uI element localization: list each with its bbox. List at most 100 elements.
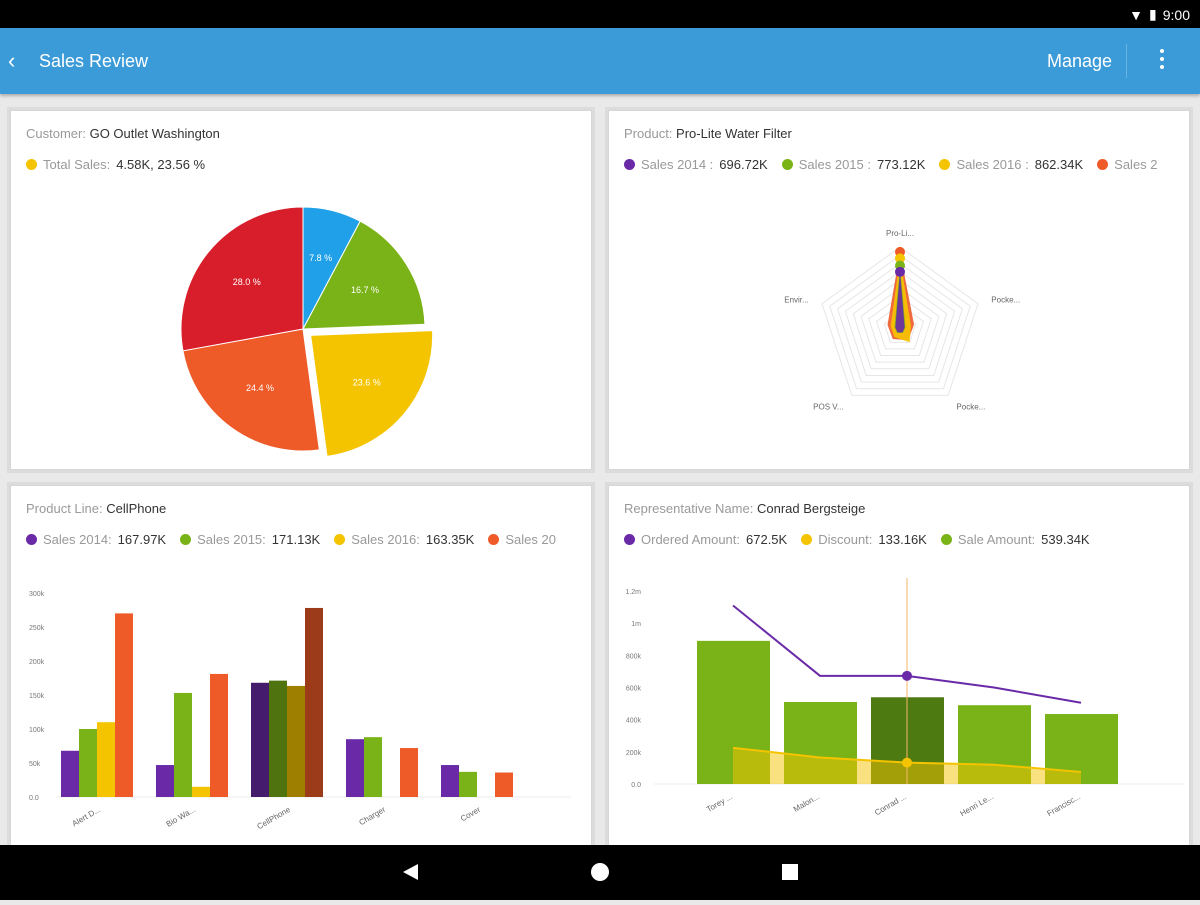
bar[interactable]	[269, 680, 287, 797]
legend-label: Sales 2015 :	[798, 157, 871, 172]
combo-card[interactable]: Representative Name: Conrad Bergsteige O…	[608, 485, 1190, 855]
bar[interactable]	[346, 739, 364, 797]
legend-item[interactable]: Sales 2015: 171.13K	[180, 532, 320, 547]
pie-card[interactable]: Customer: GO Outlet Washington Total Sal…	[10, 110, 592, 470]
pie-slice[interactable]	[302, 220, 426, 330]
bar[interactable]	[495, 772, 513, 797]
legend-dot-icon	[940, 534, 952, 545]
radar-grid[interactable]	[876, 303, 924, 350]
bar-card[interactable]: Product Line: CellPhone Sales 2014: 167.9…	[10, 485, 592, 855]
bar[interactable]	[156, 765, 174, 797]
legend-dot-icon	[624, 534, 635, 545]
radar-grid[interactable]	[868, 295, 932, 357]
y-tick-label: 400k	[626, 718, 642, 725]
radar-axis-label: Pocke...	[991, 295, 1020, 304]
legend-label: Sales 2014 :	[641, 157, 714, 172]
recents-nav-icon[interactable]	[782, 864, 798, 880]
radar-grid[interactable]	[837, 262, 963, 383]
radar-card[interactable]: Product: Pro-Lite Water Filter Sales 201…	[608, 110, 1190, 470]
legend-dot-icon	[801, 534, 813, 545]
y-tick-label: 0.0	[29, 795, 39, 802]
legend-dot-icon	[624, 159, 635, 170]
legend-item[interactable]: Sales 2015 : 773.12K	[781, 157, 926, 172]
legend-item[interactable]: Sales 2016: 163.35K	[334, 532, 474, 547]
legend-item[interactable]: Sales 2016 : 862.34K	[939, 157, 1083, 172]
y-tick-label: 600k	[626, 686, 642, 693]
bar[interactable]	[459, 771, 477, 797]
pie-slice[interactable]	[182, 328, 320, 452]
x-tick-label: CellPhone	[256, 805, 293, 832]
y-tick-label: 200k	[29, 659, 45, 666]
radar-axis-label: Pocke...	[956, 403, 985, 412]
x-tick-label: Torey ...	[705, 792, 734, 814]
bar[interactable]	[210, 673, 228, 797]
radar-point[interactable]	[895, 253, 905, 264]
legend-dot-icon	[334, 534, 346, 545]
battery-icon: ▮	[1149, 6, 1157, 22]
radar-grid[interactable]	[860, 287, 940, 363]
back-nav-icon[interactable]	[403, 864, 418, 880]
legend-label: Sales 2015:	[197, 532, 266, 547]
home-nav-icon[interactable]	[591, 863, 609, 881]
bar[interactable]	[192, 786, 210, 797]
legend: Sales 2014: 167.97K Sales 2015: 171.13K Sale…	[26, 532, 591, 547]
legend-label: Sales 20	[505, 532, 556, 547]
legend-dot-icon	[488, 534, 500, 545]
legend-item[interactable]: Sales 20	[488, 532, 562, 547]
bar[interactable]	[79, 729, 97, 797]
legend-item[interactable]: Sales 2	[1097, 157, 1163, 172]
nav-bar	[0, 845, 1200, 900]
bar[interactable]	[115, 613, 133, 797]
combo-chart[interactable]: 0.0 200k 400k 600k 800k 1m 1.2m Torey ... Malon.…	[609, 486, 1189, 854]
bar[interactable]	[287, 685, 305, 797]
legend-value: 672.5K	[746, 532, 788, 547]
legend-value: 163.35K	[425, 532, 475, 547]
bar[interactable]	[441, 765, 459, 797]
bar[interactable]	[174, 692, 192, 797]
card-header: Product Line: CellPhone	[26, 501, 167, 516]
selected-point[interactable]	[902, 757, 912, 768]
y-tick-label: 200k	[626, 750, 642, 757]
card-header: Customer: GO Outlet Washington	[26, 126, 220, 141]
radar-axis-label: Envir...	[784, 295, 808, 304]
legend-value: 539.34K	[1041, 532, 1090, 547]
legend-item[interactable]: Sale Amount: 539.34K	[940, 532, 1090, 547]
pie-slice[interactable]	[310, 330, 434, 457]
legend-item[interactable]: Total Sales: 4.58K, 23.56 %	[26, 157, 205, 172]
bar[interactable]	[61, 750, 79, 797]
bar-chart[interactable]: 0.0 50k 100k 150k 200k 250k 300k Alert D... Bio …	[11, 486, 591, 854]
x-tick-label: Henri Le...	[959, 792, 995, 818]
legend-item[interactable]: Sales 2014 : 696.72K	[624, 157, 768, 172]
more-vert-icon[interactable]	[1152, 46, 1172, 76]
status-bar: ▼ ▮ 9:00	[0, 0, 1200, 28]
selected-point[interactable]	[902, 670, 912, 681]
pie-slice[interactable]	[180, 206, 304, 352]
y-tick-label: 250k	[29, 625, 45, 632]
legend-item[interactable]: Ordered Amount: 672.5K	[624, 532, 787, 547]
radar-point[interactable]	[895, 266, 905, 277]
radar-chart[interactable]: Pro-Li... Pocke... Pocke... POS V... Envir..…	[609, 111, 1189, 469]
radar-grid[interactable]	[844, 270, 956, 376]
manage-button[interactable]: Manage	[1047, 51, 1113, 71]
legend-item[interactable]: Discount: 133.16K	[801, 532, 927, 547]
radar-series[interactable]	[895, 271, 905, 333]
bar[interactable]	[97, 722, 115, 797]
radar-grid[interactable]	[821, 246, 979, 396]
radar-grid[interactable]	[852, 279, 948, 370]
card-header: Product: Pro-Lite Water Filter	[624, 126, 792, 141]
legend-item[interactable]: Sales 2014: 167.97K	[26, 532, 166, 547]
radar-axis-label: Pro-Li...	[886, 229, 914, 238]
bar[interactable]	[400, 748, 418, 797]
legend-dot-icon	[180, 534, 192, 545]
legend-value: 696.72K	[719, 157, 768, 172]
bar[interactable]	[305, 607, 323, 797]
radar-grid[interactable]	[829, 254, 971, 390]
divider	[1126, 44, 1127, 78]
legend-value: 773.12K	[877, 157, 926, 172]
pie-chart[interactable]: 7.8 % 16.7 % 23.6 % 24.4 % 28.0 %	[11, 111, 591, 469]
bar[interactable]	[364, 737, 382, 797]
bar[interactable]	[251, 682, 269, 797]
x-tick-label: Alert D...	[71, 805, 102, 828]
back-icon[interactable]: ‹	[8, 48, 16, 73]
legend-value: 133.16K	[878, 532, 927, 547]
